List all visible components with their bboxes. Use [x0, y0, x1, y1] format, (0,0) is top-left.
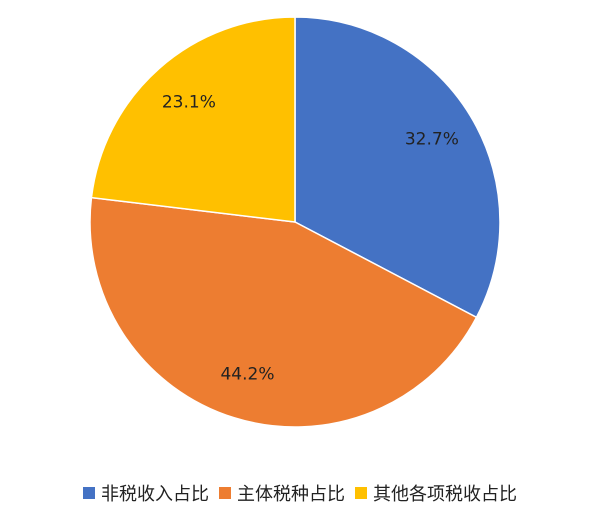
- legend-item: 其他各项税收占比: [355, 480, 517, 506]
- legend-label: 主体税种占比: [237, 484, 345, 505]
- legend-item: 非税收入占比: [83, 480, 209, 506]
- data-label: 44.2%: [220, 365, 274, 385]
- data-label: 32.7%: [405, 129, 459, 149]
- legend-swatch: [83, 487, 95, 499]
- pie-slice: [294, 16, 501, 319]
- legend-item: 主体税种占比: [219, 480, 345, 506]
- legend-swatch: [355, 487, 367, 499]
- legend-swatch: [219, 487, 231, 499]
- data-label: 23.1%: [162, 92, 216, 112]
- chart: 32.7% 44.2% 23.1%: [89, 16, 501, 428]
- legend-label: 非税收入占比: [101, 484, 209, 505]
- pie-slice: [89, 196, 478, 428]
- pie-slice: [90, 16, 296, 223]
- legend-label: 其他各项税收占比: [373, 484, 517, 505]
- legend: 非税收入占比 主体税种占比 其他各项税收占比: [0, 480, 600, 506]
